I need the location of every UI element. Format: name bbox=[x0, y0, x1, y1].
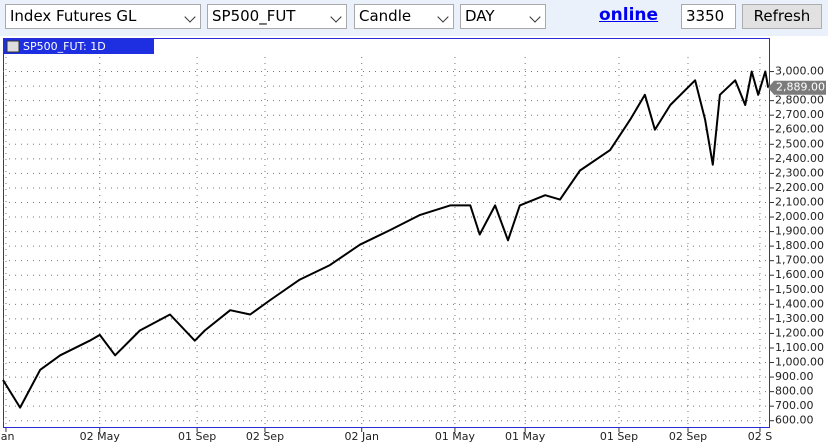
select-text: Candle bbox=[359, 7, 412, 25]
chart-bg bbox=[0, 36, 828, 445]
x-tick-label: 01 Sep bbox=[178, 430, 216, 443]
y-tick-label: 900.00 bbox=[775, 370, 814, 383]
y-tick-label: 1,800.00 bbox=[775, 239, 824, 252]
y-tick-label: 1,900.00 bbox=[775, 225, 824, 238]
y-tick-label: 2,800.00 bbox=[775, 94, 824, 107]
plot-frame bbox=[3, 38, 770, 428]
y-tick-label: 2,000.00 bbox=[775, 210, 824, 223]
x-tick-label: 02 Sep bbox=[246, 430, 284, 443]
x-tick-label: 01 Sep bbox=[600, 430, 638, 443]
title-tab bbox=[4, 39, 154, 54]
period-select[interactable]: DAY bbox=[460, 4, 546, 29]
last-price-tag bbox=[768, 80, 826, 95]
x-tick-label: 02 May bbox=[80, 430, 121, 443]
tab-icon bbox=[6, 40, 20, 53]
y-tick-label: 1,000.00 bbox=[775, 356, 824, 369]
select-text: Index Futures GL bbox=[10, 7, 137, 25]
y-tick-label: 2,300.00 bbox=[775, 166, 824, 179]
style-select[interactable]: Candle bbox=[354, 4, 454, 29]
y-tick-label: 800.00 bbox=[775, 385, 814, 398]
x-tick-label: 02 Jan bbox=[344, 430, 378, 443]
y-tick-label: 2,700.00 bbox=[775, 108, 824, 121]
y-tick-label: 2,400.00 bbox=[775, 152, 824, 165]
chart: SP500_FUT: 1D 600.00700.00800.00900.001,… bbox=[0, 36, 828, 445]
x-tick-label: 01 May bbox=[435, 430, 476, 443]
y-tick-label: 1,600.00 bbox=[775, 268, 824, 281]
y-tick-label: 2,500.00 bbox=[775, 137, 824, 150]
group-select[interactable]: Index Futures GL bbox=[5, 4, 201, 29]
y-tick-label: 700.00 bbox=[775, 399, 814, 412]
y-tick-label: 1,100.00 bbox=[775, 341, 824, 354]
y-tick-label: 2,100.00 bbox=[775, 195, 824, 208]
y-tick-label: 2,200.00 bbox=[775, 181, 824, 194]
y-tick-label: 1,300.00 bbox=[775, 312, 824, 325]
x-tick-label: Jan bbox=[0, 430, 14, 443]
price-line bbox=[2, 70, 770, 409]
x-tick-label: 02 S bbox=[748, 430, 772, 443]
refresh-button[interactable]: Refresh bbox=[742, 4, 822, 29]
select-text: SP500_FUT bbox=[212, 7, 296, 25]
y-tick-label: 1,700.00 bbox=[775, 254, 824, 267]
y-tick-label: 1,400.00 bbox=[775, 297, 824, 310]
symbol-select[interactable]: SP500_FUT bbox=[207, 4, 347, 29]
chart-title: SP500_FUT: 1D bbox=[23, 40, 106, 53]
online-link[interactable]: online bbox=[599, 5, 659, 25]
y-tick-label: 1,500.00 bbox=[775, 283, 824, 296]
count-input[interactable]: 3350 bbox=[681, 4, 736, 29]
x-tick-label: 01 May bbox=[505, 430, 546, 443]
x-tick-label: 02 Sep bbox=[669, 430, 707, 443]
last-price-label: 2,889.00 bbox=[776, 81, 825, 94]
y-tick-label: 2,600.00 bbox=[775, 123, 824, 136]
select-text: DAY bbox=[465, 7, 495, 25]
y-tick-label: 1,200.00 bbox=[775, 326, 824, 339]
y-tick-label: 3,000.00 bbox=[775, 65, 824, 78]
y-tick-label: 600.00 bbox=[775, 414, 814, 427]
